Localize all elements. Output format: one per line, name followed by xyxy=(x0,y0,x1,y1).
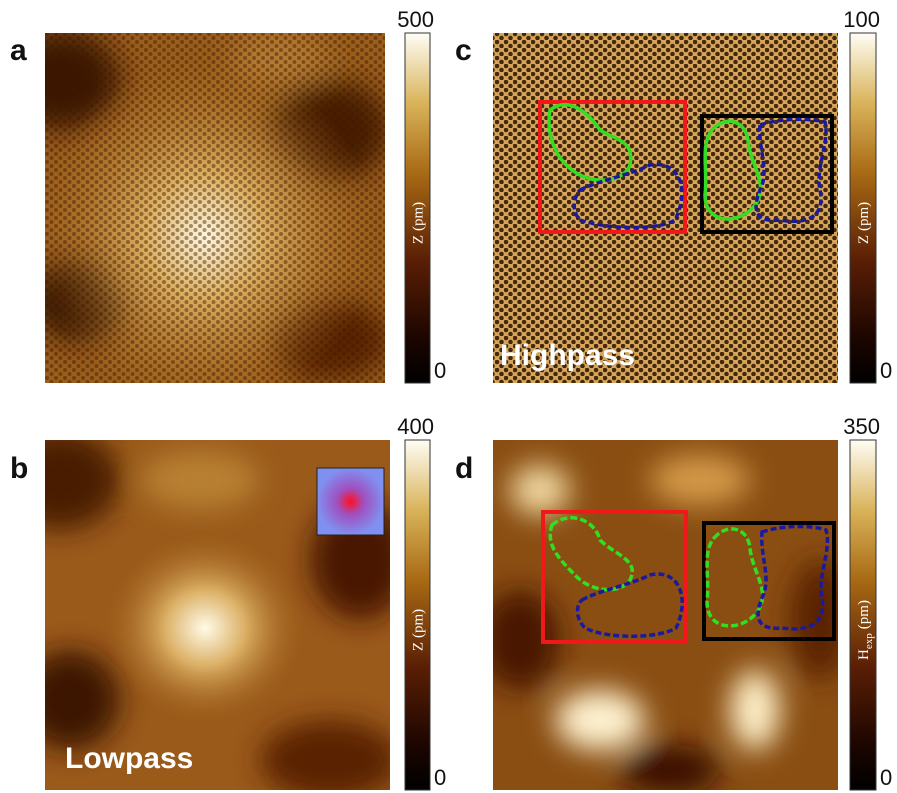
colorbar-min: 0 xyxy=(880,358,892,383)
filter-caption: Highpass xyxy=(500,339,635,372)
image-d xyxy=(480,440,850,793)
colorbar-title-sub: exp xyxy=(863,633,875,649)
colorbar-min: 0 xyxy=(880,765,892,790)
colorbar-title-main: Z xyxy=(856,235,872,244)
colorbar-title: Z (pm) xyxy=(411,609,427,651)
colorbar-max: 400 xyxy=(397,414,434,439)
colorbar-min: 0 xyxy=(434,358,446,383)
colorbar-title-unit: (pm) xyxy=(411,202,427,231)
panel-label: c xyxy=(455,34,472,67)
panel-label: a xyxy=(10,34,27,67)
colorbar-title-unit: (pm) xyxy=(411,609,427,638)
colorbar-title-main: H xyxy=(856,649,872,660)
colorbar-max: 500 xyxy=(397,7,434,32)
image-c xyxy=(493,33,838,383)
colorbar-title-unit: (pm) xyxy=(856,202,872,231)
colorbar-title: Z (pm) xyxy=(856,202,872,244)
colorbar-title-main: Z xyxy=(411,235,427,244)
image-a xyxy=(0,30,390,383)
panel-label: d xyxy=(455,452,473,485)
colorbar-title-main: Z xyxy=(411,642,427,651)
colorbar-min: 0 xyxy=(434,765,446,790)
image-b xyxy=(0,430,410,793)
figure: a 500 0 Z (pm) c Highpass 100 0 Z (pm) b Lowpass 400 0… xyxy=(0,0,897,793)
colorbar-max: 350 xyxy=(843,414,880,439)
filter-caption: Lowpass xyxy=(65,742,193,775)
colorbar-title: Z (pm) xyxy=(411,202,427,244)
colorbar-max: 100 xyxy=(843,7,880,32)
panel-label: b xyxy=(10,452,28,485)
colorbar-title-unit: (pm) xyxy=(856,600,872,629)
